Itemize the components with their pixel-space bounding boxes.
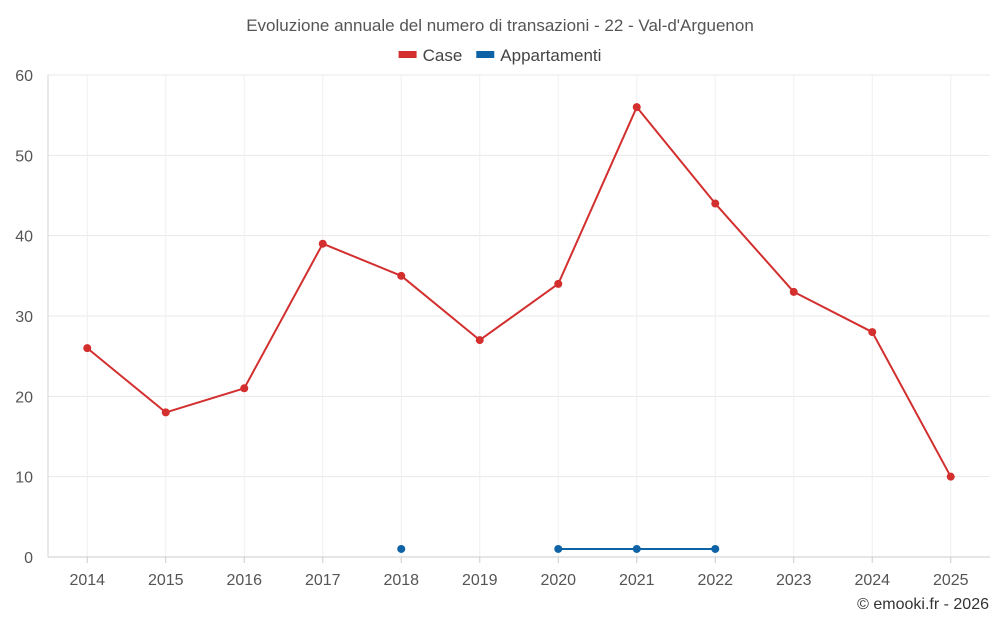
data-point-appartamenti-2022[interactable]: [711, 544, 720, 553]
legend-swatch-appartamenti: [476, 51, 495, 58]
y-tick-label: 40: [15, 229, 33, 246]
chart-title: Evoluzione annuale del numero di transaz…: [246, 16, 754, 35]
y-tick-label: 50: [15, 148, 33, 165]
x-tick-label: 2016: [226, 572, 262, 589]
legend: Case Appartamenti: [398, 46, 601, 65]
y-tick-label: 0: [24, 550, 33, 567]
y-tick-label: 20: [15, 389, 33, 406]
axes: 0 10 20 30 40 50 60 2014 2015 2016 2017 2018 2019 202…: [15, 68, 990, 589]
data-point-appartamenti-2021[interactable]: [632, 544, 641, 553]
data-point-case-2015[interactable]: [161, 408, 170, 417]
legend-item-case[interactable]: Case: [398, 46, 463, 65]
y-tick-label: 10: [15, 470, 33, 487]
series-case: [83, 103, 955, 481]
legend-label-appartamenti: Appartamenti: [500, 46, 601, 65]
x-tick-label: 2014: [69, 572, 105, 589]
legend-item-appartamenti[interactable]: Appartamenti: [476, 46, 601, 65]
legend-swatch-case: [398, 51, 417, 58]
data-point-case-2018[interactable]: [397, 271, 406, 280]
x-tick-label: 2024: [854, 572, 890, 589]
x-tick-label: 2017: [305, 572, 341, 589]
data-point-case-2021[interactable]: [632, 103, 641, 112]
x-tick-label: 2020: [540, 572, 576, 589]
credit-text: © emooki.fr - 2026: [857, 596, 989, 613]
data-point-appartamenti-2020[interactable]: [554, 544, 563, 553]
data-point-case-2019[interactable]: [475, 336, 484, 345]
x-tick-label: 2021: [619, 572, 655, 589]
legend-label-case: Case: [423, 46, 463, 65]
data-point-case-2020[interactable]: [554, 279, 563, 288]
x-tick-label: 2023: [776, 572, 812, 589]
series-line-case: [86, 106, 952, 478]
y-tick-label: 30: [15, 309, 33, 326]
data-point-appartamenti-2018[interactable]: [397, 544, 406, 553]
x-tick-label: 2018: [383, 572, 419, 589]
data-point-case-2014[interactable]: [83, 344, 92, 353]
series-appartamenti: [397, 544, 720, 553]
data-point-case-2022[interactable]: [711, 199, 720, 208]
data-point-case-2024[interactable]: [868, 328, 877, 337]
x-tick-label: 2019: [462, 572, 498, 589]
data-point-case-2017[interactable]: [318, 239, 327, 248]
data-point-case-2016[interactable]: [240, 384, 249, 393]
x-tick-label: 2025: [933, 572, 969, 589]
data-point-case-2023[interactable]: [789, 287, 798, 296]
grid: [48, 74, 990, 557]
x-tick-label: 2015: [148, 572, 184, 589]
y-tick-label: 60: [15, 68, 33, 85]
x-tick-label: 2022: [697, 572, 733, 589]
series-layer: [83, 103, 955, 553]
data-point-case-2025[interactable]: [946, 472, 955, 481]
